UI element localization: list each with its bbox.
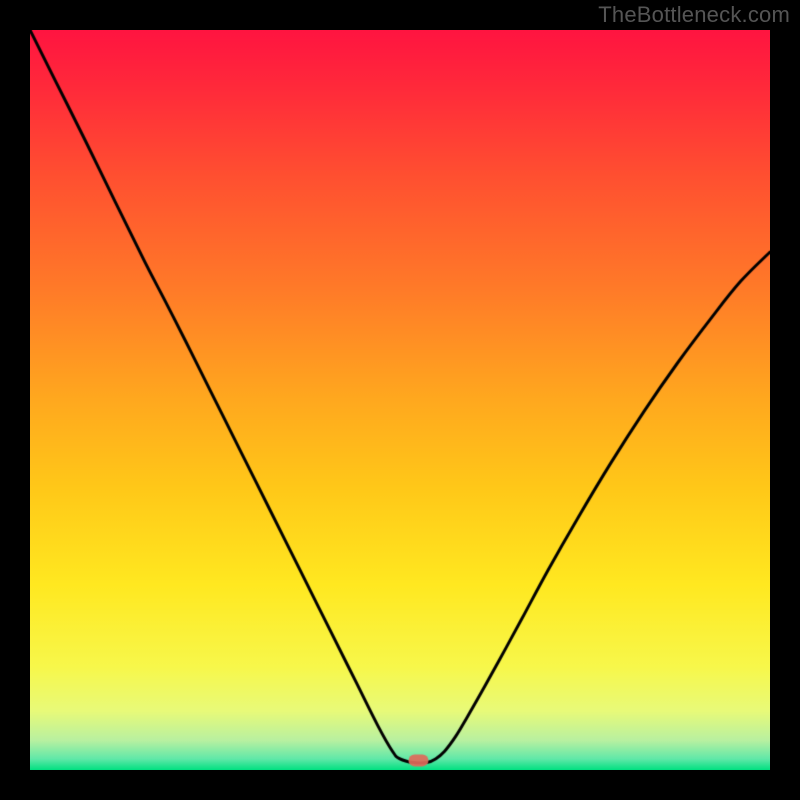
watermark-label: TheBottleneck.com [598,2,790,28]
bottleneck-curve-chart [30,30,770,770]
